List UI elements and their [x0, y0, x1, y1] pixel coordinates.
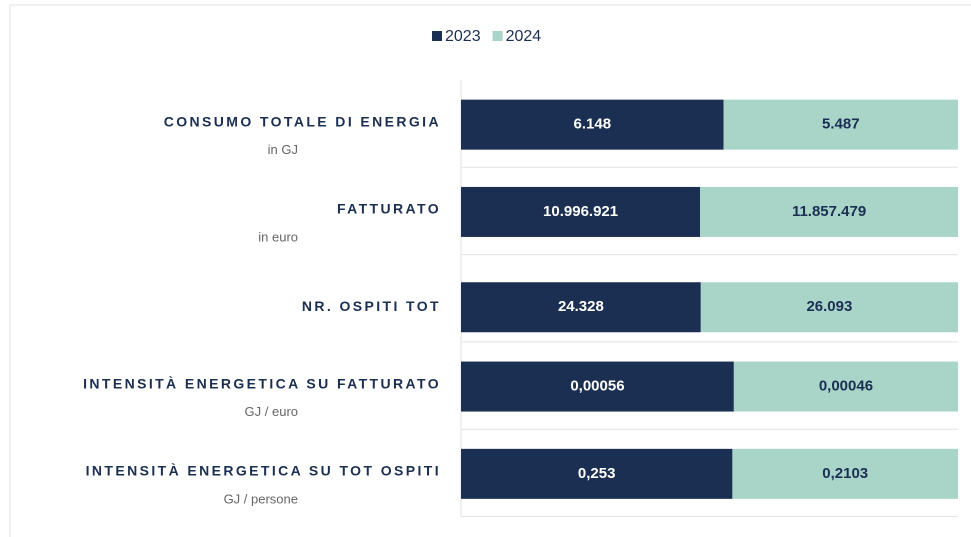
bar-segment: [700, 186, 958, 237]
bar-segment: [723, 99, 958, 150]
value-label: 24.328: [558, 298, 604, 315]
unit-label: in GJ: [268, 142, 298, 157]
value-label: 11.857.479: [792, 203, 866, 220]
value-label: 0,00056: [570, 378, 624, 395]
bar-segment: [732, 448, 958, 499]
category-label: INTENSITÀ ENERGETICA SU FATTURATO: [83, 375, 441, 391]
legend-swatch: [432, 31, 442, 41]
bar-segment: [461, 448, 733, 499]
bar-segment: [461, 186, 701, 237]
value-label: 0,00046: [819, 378, 873, 395]
legend-label: 2023: [445, 28, 481, 45]
bar-segment: [700, 282, 958, 333]
value-label: 26.093: [806, 298, 852, 315]
category-label: INTENSITÀ ENERGETICA SU TOT OSPITI: [86, 463, 441, 479]
unit-label: GJ / persone: [224, 491, 298, 506]
value-label: 0,2103: [822, 465, 868, 482]
value-label: 0,253: [578, 465, 616, 482]
value-label: 10.996.921: [543, 203, 618, 220]
bar-segment: [461, 361, 734, 412]
category-label: CONSUMO TOTALE DI ENERGIA: [164, 113, 441, 129]
category-label: NR. OSPITI TOT: [302, 298, 441, 314]
value-label: 6.148: [574, 116, 612, 133]
bar-segment: [733, 361, 958, 412]
legend-swatch: [492, 31, 503, 41]
value-label: 5.487: [822, 116, 860, 133]
bar-segment: [461, 282, 701, 333]
category-label: FATTURATO: [337, 201, 441, 217]
unit-label: GJ / euro: [245, 404, 298, 419]
bar-segment: [461, 99, 724, 150]
unit-label: in euro: [258, 229, 298, 244]
legend-label: 2024: [506, 28, 542, 45]
